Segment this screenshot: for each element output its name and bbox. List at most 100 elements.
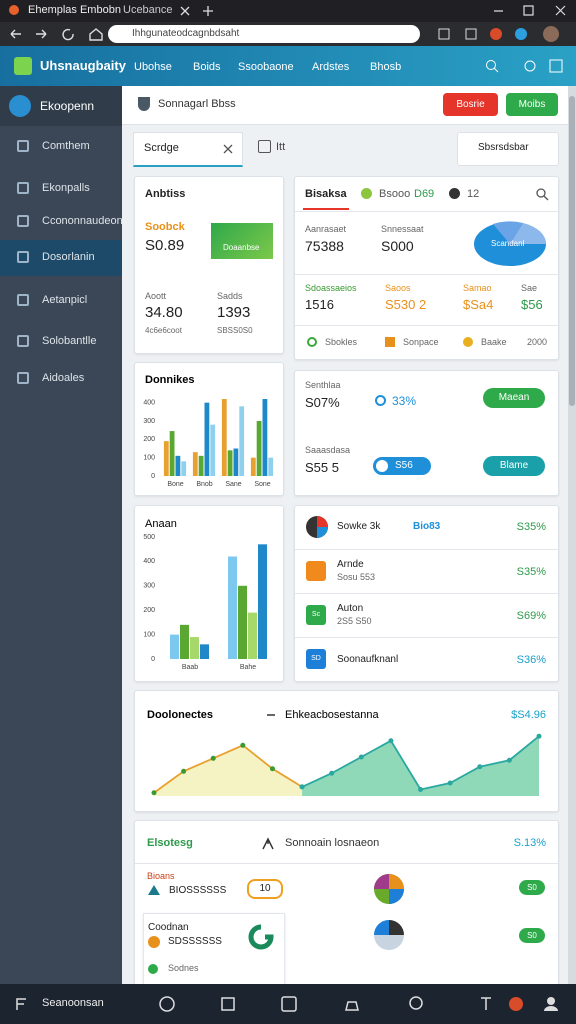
dropdown[interactable]: Sbsrsdsbar [457, 132, 559, 166]
bar [170, 634, 179, 659]
note: SBSS0S0 [217, 326, 253, 335]
metric-label: Aanrasaet [305, 224, 347, 234]
sidebar-item[interactable]: Aetanpicl [0, 283, 122, 319]
control-value: S55 5 [305, 460, 339, 475]
table-search[interactable]: Sonnoain losnaeon [285, 837, 380, 849]
point [418, 787, 424, 792]
sidebar-label: Solobantlle [42, 335, 97, 347]
bar [192, 452, 198, 476]
overview-tab[interactable]: D69 [414, 188, 435, 200]
header-icons[interactable] [484, 58, 564, 74]
nav-item[interactable]: Ssoobaone [238, 61, 294, 73]
toggle[interactable]: S56 [373, 457, 431, 475]
overview-tab[interactable]: Bsooo [379, 188, 411, 200]
bar [238, 585, 247, 659]
sidebar-item[interactable]: Solobantlle [0, 324, 122, 360]
control-value: S07% [305, 395, 340, 410]
legend-icon [463, 337, 473, 347]
nav-item[interactable]: Ubohse [134, 61, 172, 73]
scrollbar[interactable] [568, 86, 576, 984]
sidebar-item[interactable]: Aidoales [0, 361, 122, 397]
taskbar-icon[interactable] [14, 996, 30, 1012]
taskbar-icons[interactable] [156, 994, 568, 1014]
bar [256, 421, 262, 476]
nav-item[interactable]: Bhosb [370, 61, 402, 73]
filter-tab[interactable]: Scrdge [133, 132, 243, 167]
row-icon [148, 885, 160, 895]
sidebar-item-active[interactable]: Dosorlanin [0, 240, 122, 276]
pill: S0 [519, 880, 545, 895]
row-value: S530 2 [385, 297, 427, 312]
filter-label: Itt [276, 141, 286, 153]
x-tick-label: Sone [254, 481, 270, 488]
sidebar-label: Ekonpalls [42, 182, 90, 194]
tab-favicon [9, 5, 19, 15]
legend-icon [307, 337, 317, 347]
control-label: Senthlaa [305, 380, 341, 390]
y-tick-label: 300 [143, 583, 155, 590]
sidebar-item[interactable]: Ekonpalls [0, 171, 122, 207]
button[interactable]: Bosrie [443, 93, 498, 116]
sidebar-item[interactable]: Ccononnaudeon [0, 204, 123, 240]
status-icon [375, 395, 386, 406]
list-tag: Bio83 [413, 521, 441, 532]
stat-label: Aoott [145, 291, 167, 301]
nav-buttons[interactable] [8, 26, 103, 42]
row-value: 1516 [305, 297, 334, 312]
line [153, 744, 303, 794]
button[interactable]: Blame [483, 456, 545, 476]
filter-icon[interactable] [258, 140, 271, 153]
tab-controls[interactable] [178, 4, 218, 18]
logo[interactable]: Uhsnaugbaity [40, 58, 126, 73]
sidebar-label: Aetanpicl [42, 294, 88, 306]
sidebar-label: Aidoales [42, 372, 85, 384]
line-chart-card: Doolonectes Ehkeacbosestanna $S4.96 [134, 690, 559, 812]
controls-card: Senthlaa S07% 33% Maean Saaasdasa S55 5 … [294, 370, 559, 496]
window-controls[interactable] [490, 4, 570, 18]
bar [210, 424, 216, 476]
taskbar-label[interactable]: Seanoonsan [42, 997, 104, 1009]
tab-title[interactable]: Ehemplas Embobn [28, 4, 121, 16]
nav-item[interactable]: Ardstes [312, 61, 350, 73]
divider [295, 549, 558, 550]
bar [221, 399, 227, 476]
y-tick-label: 500 [143, 534, 155, 541]
list-title: Soonaufknanl [337, 654, 399, 665]
row-label: Saoos [385, 283, 411, 293]
chart-title: Donnikes [145, 374, 195, 386]
point [299, 784, 305, 790]
point [506, 757, 512, 763]
row-title: Bioans [147, 871, 175, 881]
point [151, 790, 157, 796]
overview-tab[interactable]: 12 [467, 188, 480, 200]
button[interactable]: Moibs [506, 93, 558, 116]
bar-chart: Donnikes 0 100 200 300 400 Bone Bnob Sane Sone [143, 374, 274, 488]
sidebar-label: Ccononnaudeon [42, 215, 123, 227]
point [388, 738, 394, 744]
x-tick-label: Bone [167, 481, 183, 488]
list-card: Sowke 3k Bio83 S35% Arnde Sosu 553 S35% … [294, 505, 559, 682]
close-icon[interactable] [222, 143, 234, 155]
search-icon[interactable] [535, 187, 549, 201]
legend-label: Sonpace [403, 337, 439, 347]
overview-tab[interactable]: Bisaksa [305, 188, 347, 200]
scroll-thumb[interactable] [569, 96, 575, 406]
y-tick-label: 100 [143, 455, 155, 462]
metric-value: S000 [381, 238, 414, 254]
toggle-knob [376, 460, 388, 472]
user-panel[interactable]: Ekoopenn [0, 86, 122, 126]
row-sub: SDSSSSSS [168, 936, 222, 947]
toolbar-title: Sonnagarl Bbss [158, 98, 236, 110]
button[interactable]: Maean [483, 388, 545, 408]
sidebar-label: Dosorlanin [42, 251, 95, 263]
tab-title[interactable]: Ucebance [123, 4, 173, 16]
url-box[interactable]: Ihhgunateodcagnbdsaht [108, 25, 420, 43]
user-name: Ekoopenn [40, 99, 95, 113]
bar-chart-card: Anaan 0 100 200 300 400 500 Baab Bahe [134, 505, 284, 682]
browser-icons[interactable] [436, 26, 571, 42]
nav-item[interactable]: Boids [193, 61, 221, 73]
control-tag: 33% [392, 394, 417, 408]
bar [169, 431, 175, 476]
bar [268, 457, 274, 476]
sidebar-item[interactable]: Comthem [0, 129, 122, 165]
